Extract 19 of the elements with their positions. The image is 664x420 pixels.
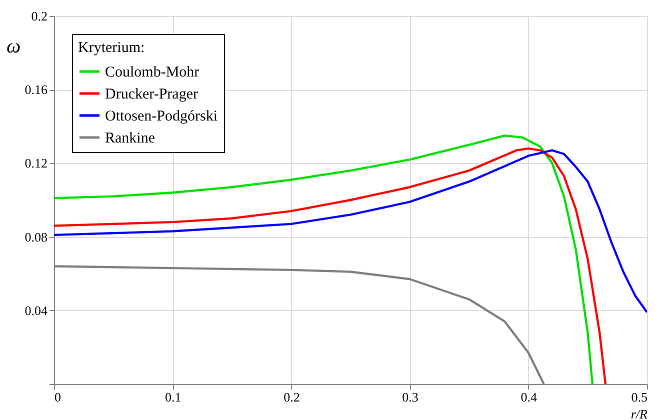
x-tick-label: 0.4 <box>520 390 538 404</box>
y-tick-label: 0.12 <box>24 156 48 171</box>
x-tick-label: 0.3 <box>402 390 418 404</box>
y-tick-label: 0.08 <box>24 229 48 244</box>
legend-label: Drucker-Prager <box>105 86 198 102</box>
legend-label: Coulomb-Mohr <box>105 64 200 80</box>
legend-label: Ottosen-Podgórski <box>105 108 218 124</box>
legend-label: Rankine <box>105 130 156 146</box>
y-axis-title: ω <box>6 36 21 58</box>
legend-title: Kryterium: <box>78 40 145 56</box>
y-tick-label: 0.2 <box>31 8 48 24</box>
x-tick-label: 0.5 <box>631 390 648 404</box>
y-tick-label: 0.16 <box>24 82 48 98</box>
x-tick-label: 0.2 <box>284 390 300 404</box>
x-tick-label: 0 <box>54 390 61 404</box>
y-tick-label: 0.04 <box>24 302 48 318</box>
line-series <box>54 149 647 314</box>
x-tick-label: 0.1 <box>164 390 182 404</box>
x-axis-title: r/R <box>630 406 648 420</box>
